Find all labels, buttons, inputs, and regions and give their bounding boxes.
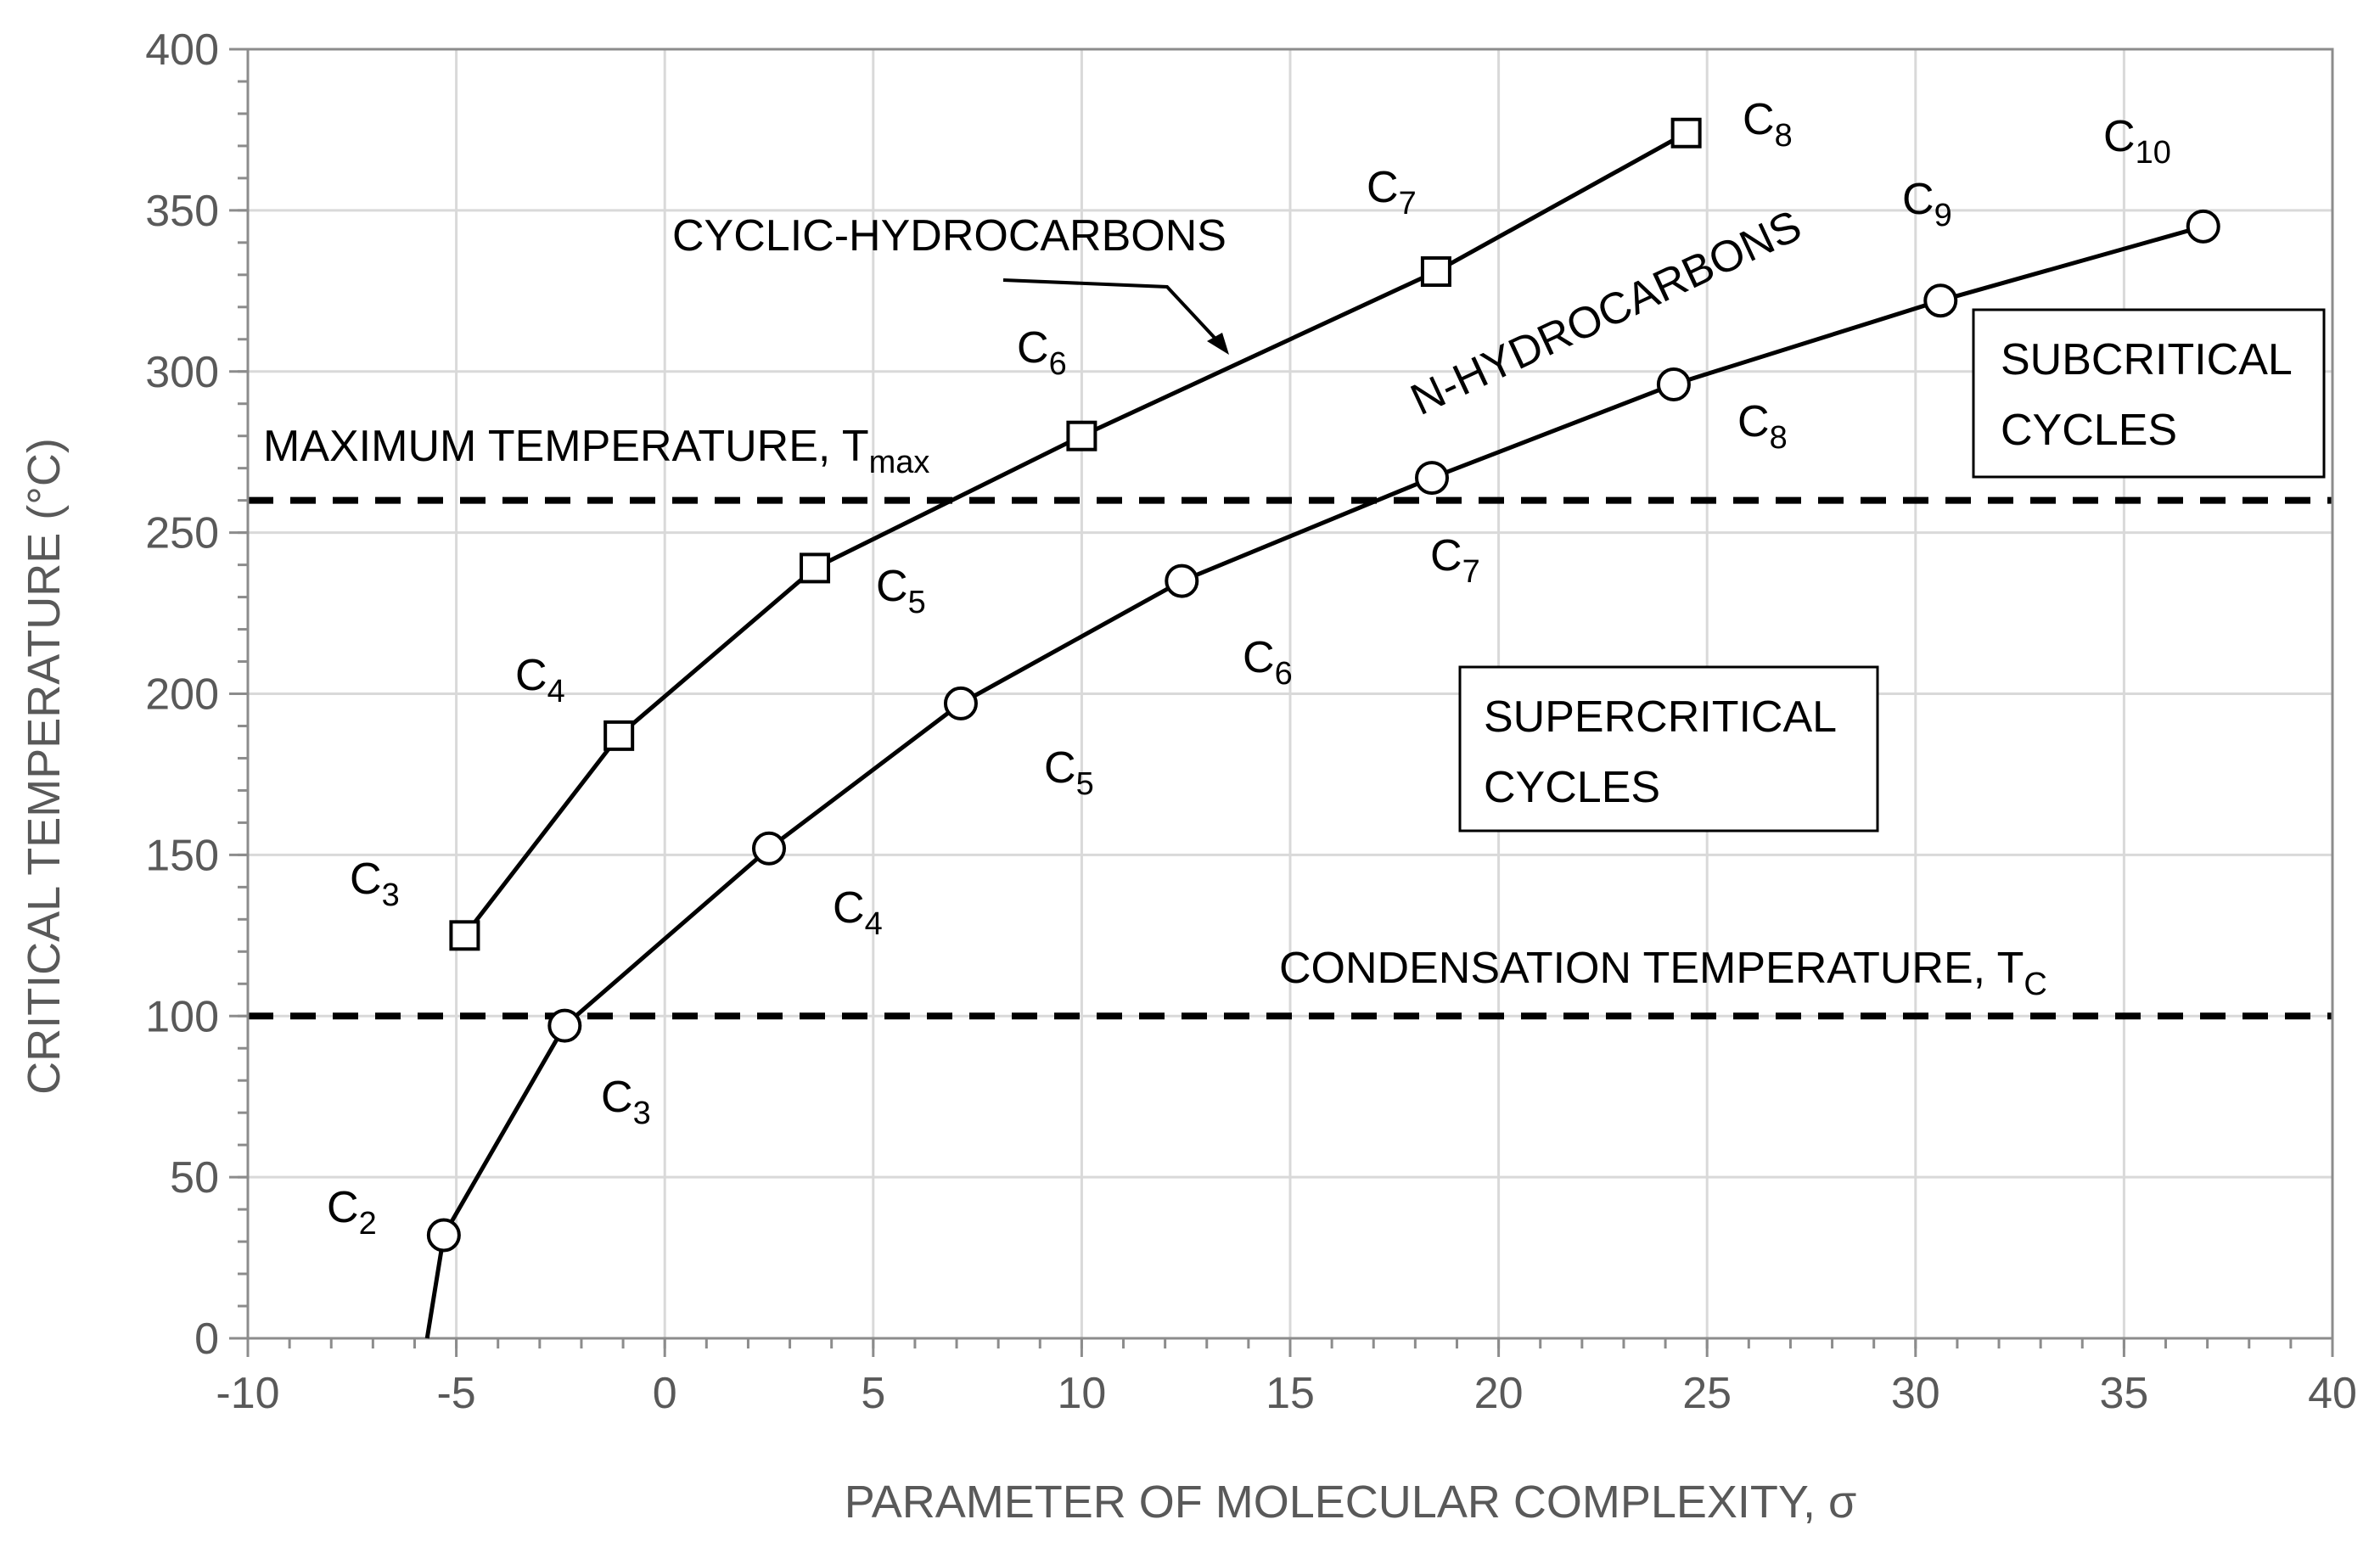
series-line <box>463 131 1687 937</box>
data-point-square <box>449 920 480 951</box>
y-tick-label: 150 <box>145 831 219 880</box>
point-label: C6 <box>1243 633 1293 692</box>
series-n-hydrocarbons <box>424 209 2220 1339</box>
x-tick-label: 35 <box>2099 1369 2148 1418</box>
series-line <box>424 224 2204 1339</box>
cyclic-label-arrow <box>1002 278 1227 351</box>
supercritical-box <box>1458 665 1879 833</box>
cyclic-label-arrowhead <box>1207 333 1229 355</box>
data-point-circle <box>1923 283 1958 318</box>
data-point-circle <box>547 1008 582 1043</box>
supercritical-line2: CYCLES <box>1484 763 1660 812</box>
max-temp-label: MAXIMUM TEMPERATURE, Tmax <box>263 422 929 480</box>
point-label: C7 <box>1367 163 1417 221</box>
data-point-circle <box>943 686 978 720</box>
y-tick-label: 0 <box>194 1315 219 1364</box>
point-label: C10 <box>2103 112 2171 171</box>
supercritical-line1: SUPERCRITICAL <box>1484 692 1837 742</box>
n-hydrocarbons-label: N-HYDROCARBONS <box>1404 201 1810 425</box>
data-point-circle <box>2186 209 2220 244</box>
y-tick-label: 50 <box>170 1153 219 1203</box>
point-label: C5 <box>1044 743 1094 802</box>
series-cyclic-hydrocarbons <box>449 117 1702 951</box>
y-axis-title: CRITICAL TEMPERATURE (°C) <box>19 438 70 1095</box>
point-label: C9 <box>1902 175 1952 233</box>
x-tick-label: 25 <box>1682 1369 1732 1418</box>
data-point-square <box>1420 256 1451 288</box>
data-point-circle <box>752 831 786 866</box>
y-tick-label: 350 <box>145 187 219 236</box>
reference-lines <box>248 496 2332 1020</box>
point-label: C4 <box>833 883 883 942</box>
subcritical-line1: SUBCRITICAL <box>2001 335 2293 384</box>
annotations: MAXIMUM TEMPERATURE, Tmax CONDENSATION T… <box>263 201 2326 1002</box>
point-label: C4 <box>515 651 565 709</box>
point-label: C3 <box>350 855 400 913</box>
x-tick-label: 5 <box>861 1369 885 1418</box>
data-point-circle <box>1165 563 1199 598</box>
axis-titles: PARAMETER OF MOLECULAR COMPLEXITY, σ CRI… <box>19 438 1856 1528</box>
y-tick-label: 300 <box>145 348 219 397</box>
point-label: C2 <box>327 1183 377 1242</box>
data-point-circle <box>426 1218 461 1253</box>
x-tick-label: 0 <box>653 1369 677 1418</box>
y-tick-label: 400 <box>145 25 219 75</box>
cyclic-hydrocarbons-label: CYCLIC-HYDROCARBONS <box>672 211 1226 261</box>
data-point-square <box>800 552 831 584</box>
data-point-square <box>1066 420 1097 451</box>
data-point-circle <box>1656 367 1691 401</box>
y-tick-label: 200 <box>145 670 219 720</box>
data-point-square <box>603 720 635 751</box>
point-label: C7 <box>1430 531 1480 590</box>
y-tick-label: 100 <box>145 992 219 1041</box>
x-axis-title: PARAMETER OF MOLECULAR COMPLEXITY, σ <box>845 1477 1857 1528</box>
axes: -10 -5 0 5 10 15 20 25 30 35 400501001502002503003… <box>145 25 2357 1418</box>
x-tick-label: -5 <box>436 1369 475 1418</box>
x-tick-label: 20 <box>1474 1369 1524 1418</box>
data-point-circle <box>1415 461 1450 496</box>
point-labels: C3 C4 C5 C6 C7 C8 C2 C3 C4 C5 C6 C7 C8 C9 C10 <box>327 95 2171 1242</box>
x-tick-label: 40 <box>2308 1369 2357 1418</box>
y-tick-label: 250 <box>145 509 219 558</box>
x-tick-label: 15 <box>1266 1369 1315 1418</box>
point-label: C8 <box>1737 397 1788 456</box>
subcritical-line2: CYCLES <box>2001 406 2177 455</box>
point-label: C8 <box>1743 95 1793 154</box>
x-tick-label: -10 <box>216 1369 279 1418</box>
point-label: C5 <box>876 562 926 620</box>
x-tick-label: 30 <box>1891 1369 1940 1418</box>
subcritical-box <box>1972 308 2326 479</box>
point-label: C3 <box>601 1073 651 1131</box>
point-label: C6 <box>1017 323 1067 382</box>
condensation-temp-label: CONDENSATION TEMPERATURE, TC <box>1279 944 2047 1002</box>
x-tick-label: 10 <box>1057 1369 1106 1418</box>
data-point-square <box>1670 117 1702 149</box>
